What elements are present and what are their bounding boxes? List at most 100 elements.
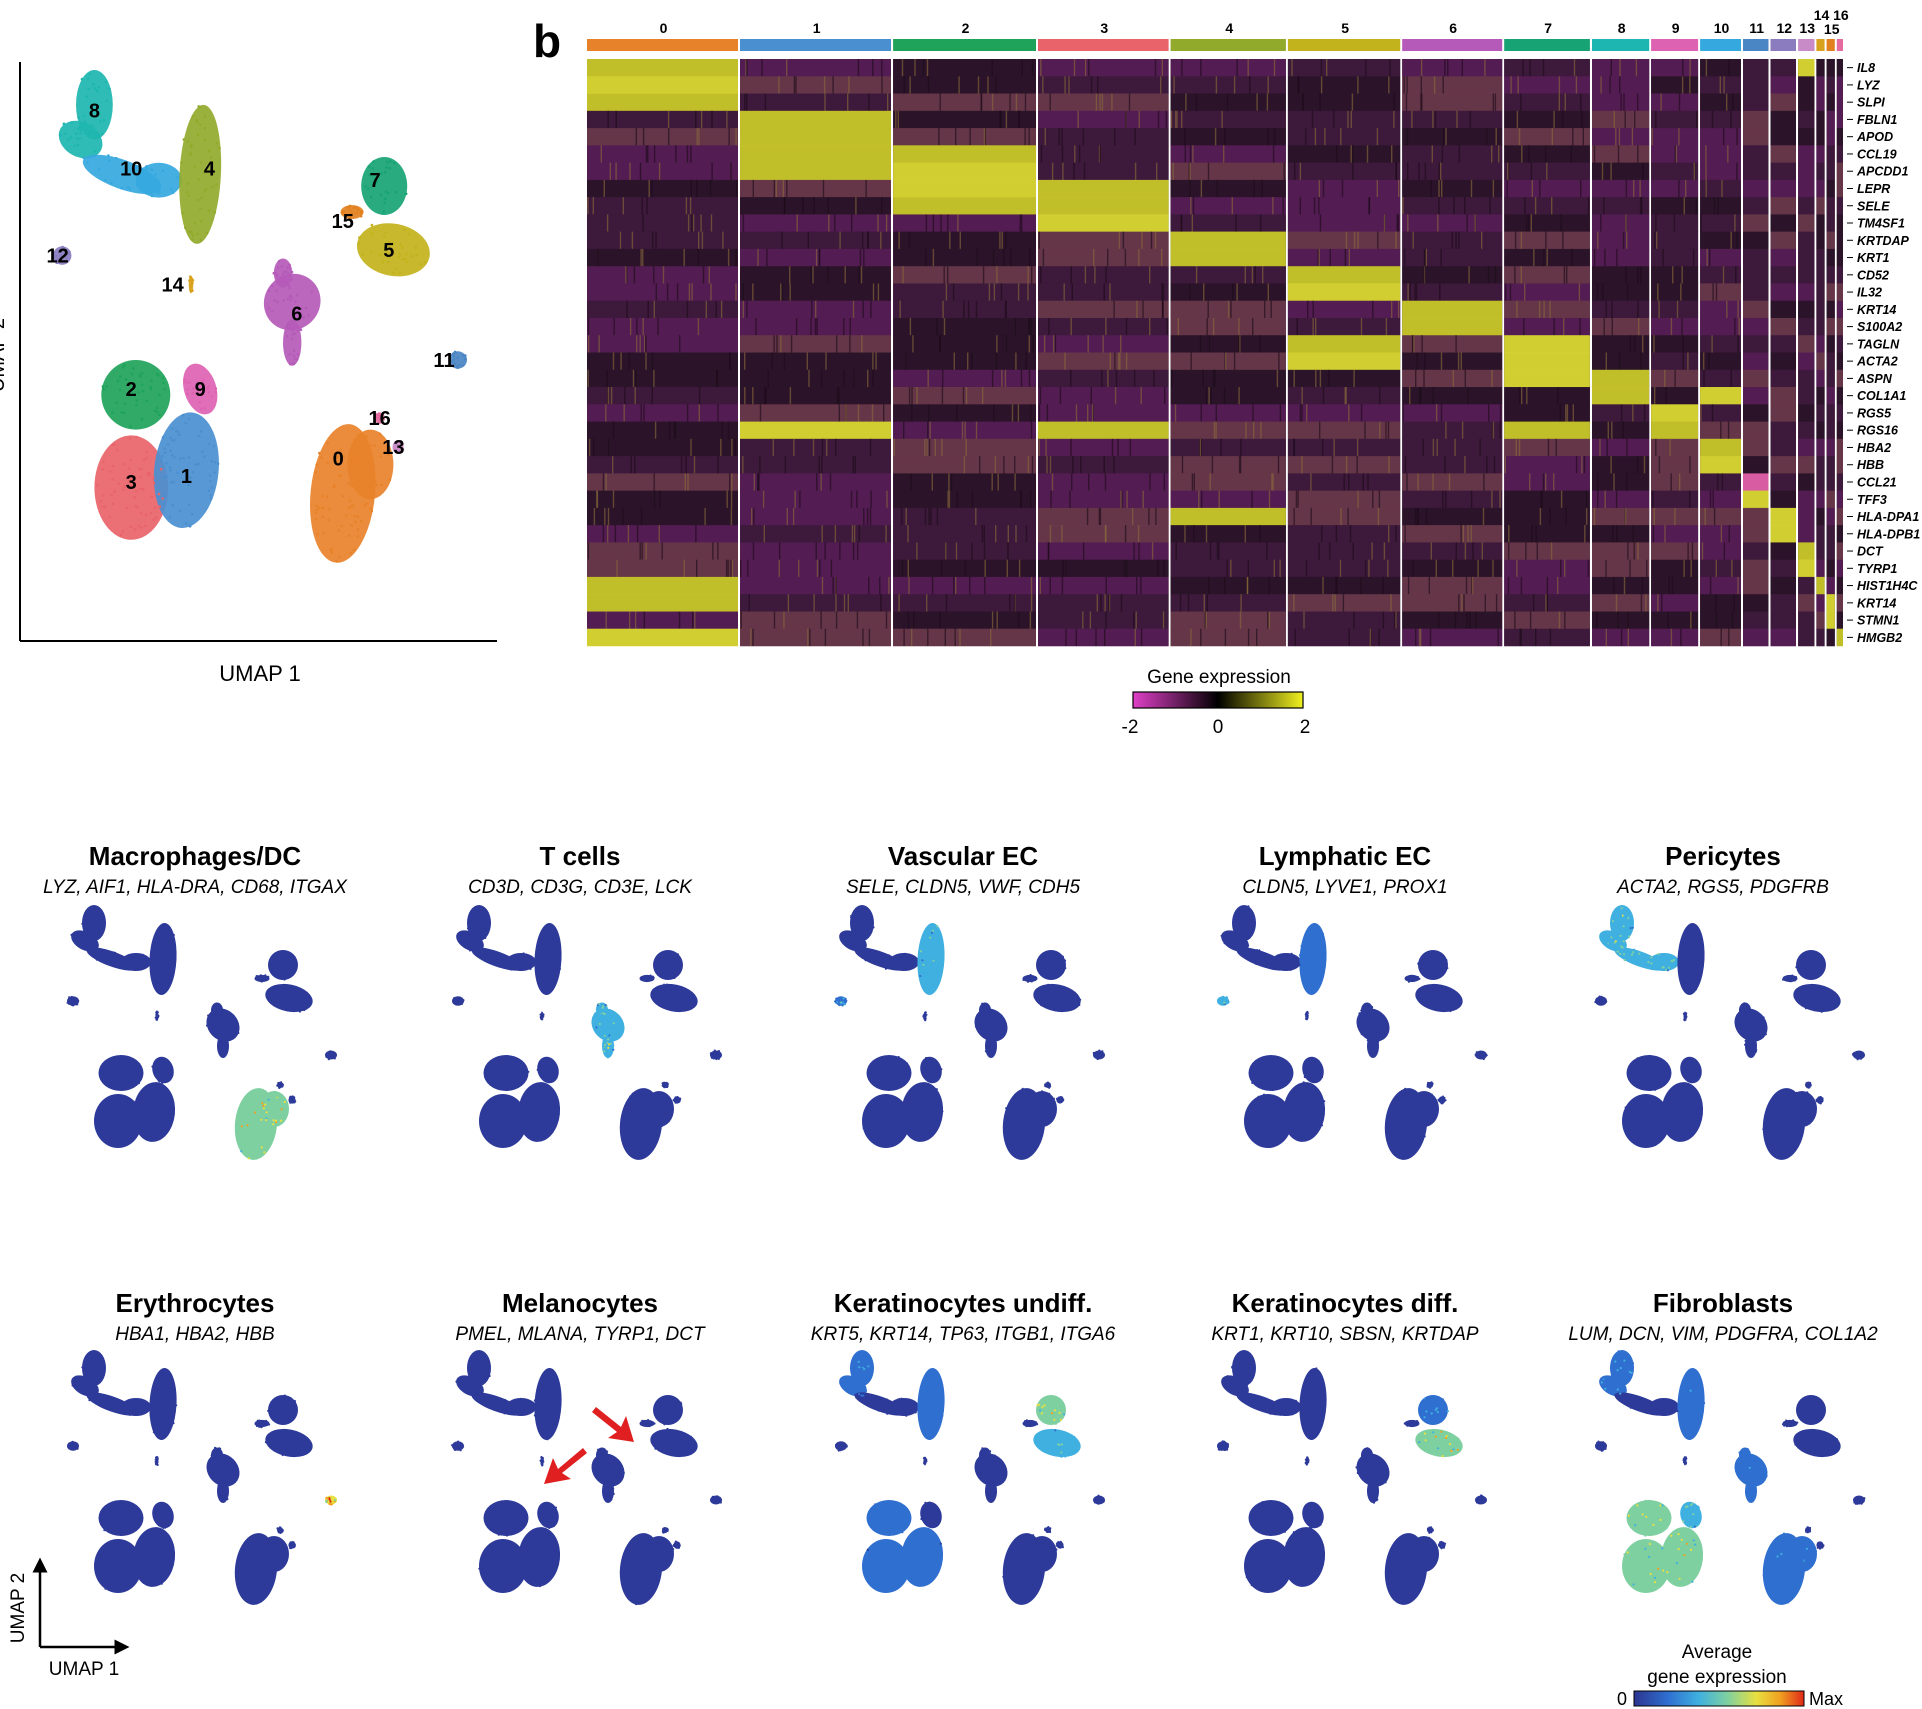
heatmap-gene-label: DCT [1857, 545, 1884, 559]
umap-label-4: 4 [204, 159, 216, 181]
umap-cluster-9 [182, 363, 218, 415]
feature-panel-umap [835, 1350, 1105, 1605]
heatmap-header-bar [1770, 39, 1796, 51]
expression-colorbar: Gene expression -2 0 2 [1122, 667, 1311, 738]
heatmap-gene-label: TYRP1 [1857, 562, 1897, 576]
feature-panel-title: Fibroblasts [1653, 1288, 1793, 1318]
heatmap-header-label: 9 [1672, 20, 1680, 36]
heatmap-column-0 [587, 59, 738, 647]
heatmap-header-label: 1 [813, 20, 821, 36]
umap-label-3: 3 [126, 472, 137, 494]
feature-panel-t-cells: T cells CD3D, CD3G, CD3E, LCK [452, 841, 722, 1160]
feature-panel-title: Keratinocytes diff. [1232, 1288, 1459, 1318]
umap-clusters [52, 70, 467, 563]
avg-colorbar-max: Max [1809, 1689, 1843, 1709]
heatmap-header-bar [1743, 39, 1769, 51]
melanocyte-arrows [544, 1407, 634, 1484]
feature-panel-genes: ACTA2, RGS5, PDGFRB [1616, 877, 1829, 898]
heatmap-gene-label: HBA2 [1857, 441, 1891, 455]
heatmap-header-label: 16 [1833, 7, 1849, 23]
heatmap-header-bar [1651, 39, 1699, 51]
heatmap-column-10 [1700, 59, 1741, 647]
heatmap-column-8 [1592, 59, 1650, 647]
heatmap-gene-label: COL1A1 [1857, 389, 1906, 403]
feature-panel-title: Melanocytes [502, 1288, 658, 1318]
heatmap-gene-label: KRTDAP [1857, 234, 1910, 248]
heatmap-header-label: 5 [1341, 20, 1349, 36]
heatmap-gene-label: SLPI [1857, 96, 1885, 110]
heatmap-gene-label: HMGB2 [1857, 631, 1902, 645]
umap-label-11: 11 [433, 350, 454, 372]
heatmap-gene-label: APCDD1 [1856, 165, 1908, 179]
avg-colorbar-min: 0 [1617, 1689, 1627, 1709]
feature-panel-genes: HBA1, HBA2, HBB [115, 1324, 275, 1345]
panel-b-label: b [533, 15, 561, 67]
heatmap-gene-label: ACTA2 [1856, 355, 1898, 369]
heatmap-header-label: 13 [1799, 20, 1815, 36]
heatmap-header-label: 10 [1714, 20, 1730, 36]
feature-panel-umap [452, 905, 722, 1160]
umap-label-15: 15 [332, 211, 354, 233]
heatmap-gene-label: HBB [1857, 458, 1884, 472]
heatmap-gene-label: ASPN [1856, 372, 1893, 386]
feature-panel-title: Macrophages/DC [89, 841, 302, 871]
avg-colorbar-title-1: Average [1682, 1642, 1752, 1663]
red-arrow-icon [592, 1407, 634, 1442]
umap-label-5: 5 [383, 240, 394, 262]
heatmap-header-bar [1038, 39, 1169, 51]
feature-umap-panels: Macrophages/DC LYZ, AIF1, HLA-DRA, CD68, … [43, 841, 1878, 1606]
heatmap-column-13 [1798, 59, 1815, 647]
heatmap-header-label: 3 [1100, 20, 1108, 36]
heatmap-column-7 [1504, 59, 1590, 647]
heatmap-column-6 [1402, 59, 1503, 647]
feature-panel-title: T cells [540, 841, 621, 871]
heatmap-gene-label: IL32 [1857, 286, 1882, 300]
feature-panel-umap [1217, 1350, 1487, 1605]
umap-label-6: 6 [291, 304, 302, 326]
heatmap-column-11 [1743, 59, 1769, 647]
heatmap-column-5 [1287, 59, 1401, 647]
heatmap-gene-label: TFF3 [1857, 493, 1887, 507]
umap-label-2: 2 [126, 379, 137, 401]
heatmap-header-bar [1836, 39, 1843, 51]
heatmap-gene-label: CCL19 [1857, 148, 1897, 162]
heatmap-header-bar [1504, 39, 1590, 51]
heatmap-column-15 [1826, 59, 1835, 647]
feature-panel-fibroblasts: Fibroblasts LUM, DCN, VIM, PDGFRA, COL1A2 [1568, 1288, 1878, 1605]
umap-cluster-1 [153, 412, 219, 528]
heatmap-header-bar [1287, 39, 1401, 51]
feature-panel-genes: CD3D, CD3G, CD3E, LCK [468, 877, 693, 898]
heatmap-gene-label: IL8 [1857, 61, 1875, 75]
legend-x-label: UMAP 1 [49, 1659, 119, 1680]
colorbar-gradient [1132, 691, 1304, 709]
heatmap-header-label: 4 [1225, 20, 1233, 36]
avg-colorbar-gradient [1633, 1690, 1805, 1707]
heatmap-body [587, 59, 1843, 647]
umap-label-0: 0 [333, 449, 344, 471]
heatmap-gene-label: HIST1H4C [1857, 579, 1918, 593]
heatmap-header-label: 0 [660, 20, 668, 36]
heatmap-gene-label: FBLN1 [1857, 113, 1897, 127]
umap-label-9: 9 [195, 379, 206, 401]
heatmap-gene-label: RGS5 [1857, 406, 1892, 420]
heatmap-gene-label: CD52 [1857, 268, 1889, 282]
feature-panel-umap [451, 1350, 723, 1606]
heatmap-header-bar [1402, 39, 1503, 51]
heatmap-gene-label: S100A2 [1857, 320, 1902, 334]
feature-panel-title: Erythrocytes [116, 1288, 275, 1318]
umap-cluster-5 [356, 223, 430, 277]
umap-cluster-3 [94, 435, 168, 540]
heatmap-gene-labels: IL8 LYZ SLPI FBLN1 APOD CCL19 APCDD1 LEPR SELE TM… [1847, 61, 1920, 645]
heatmap-header-bar [1700, 39, 1741, 51]
heatmap-gene-label: SELE [1857, 199, 1890, 213]
colorbar-min: -2 [1122, 717, 1139, 738]
heatmap-gene-label: KRT14 [1857, 303, 1896, 317]
feature-panel-title: Lymphatic EC [1259, 841, 1432, 871]
heatmap-header-bar [893, 39, 1036, 51]
heatmap-gene-label: LYZ [1857, 78, 1881, 92]
feature-panel-umap [1594, 905, 1865, 1160]
heatmap-header-bar [740, 39, 891, 51]
